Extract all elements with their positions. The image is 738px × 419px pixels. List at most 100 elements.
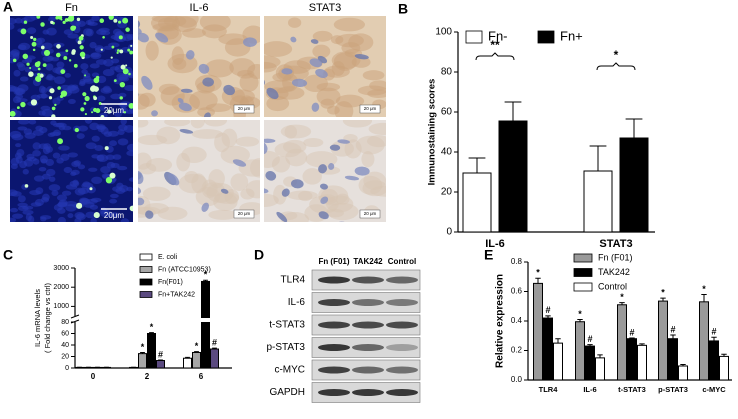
nucleus — [91, 135, 100, 142]
stain — [362, 70, 385, 81]
stain — [199, 16, 231, 32]
panel-letter: B — [398, 1, 408, 17]
x-tick-label: STAT3 — [599, 238, 632, 250]
error-bar — [721, 353, 727, 357]
nucleus — [73, 160, 82, 166]
y-tick-label: 0.0 — [511, 375, 523, 384]
micrograph-content — [10, 120, 133, 222]
fluorescent-spot — [54, 103, 57, 107]
fluorescent-spot — [30, 99, 38, 106]
error-bar — [140, 351, 145, 354]
error-bar — [589, 145, 607, 171]
bar — [585, 345, 595, 381]
nucleus — [45, 63, 54, 71]
nucleus — [17, 195, 26, 203]
nucleus — [85, 28, 94, 37]
fluorescent-spot — [102, 35, 105, 39]
nucleus — [354, 54, 369, 60]
error-bar — [660, 297, 666, 302]
fluorescent-spot — [119, 81, 126, 88]
stain — [351, 56, 371, 68]
bar — [138, 353, 147, 369]
nucleus — [107, 130, 119, 137]
fluorescent-spot — [125, 64, 128, 67]
nucleus — [112, 154, 122, 160]
nucleus — [138, 186, 142, 195]
fluorescent-spot — [119, 96, 123, 100]
fluorescent-spot — [70, 25, 76, 31]
blot-band — [386, 366, 418, 374]
fluorescent-spot — [89, 187, 93, 191]
nucleus — [290, 36, 297, 43]
nucleus — [138, 32, 149, 43]
nucleus — [32, 142, 41, 150]
nucleus — [36, 37, 46, 44]
error-bar — [149, 332, 154, 334]
nucleus — [53, 204, 63, 211]
fluorescent-spot — [127, 48, 131, 52]
nucleus — [41, 108, 53, 117]
nucleus — [41, 173, 51, 180]
nucleus — [138, 170, 144, 185]
nucleus — [76, 133, 85, 140]
nucleus — [202, 77, 214, 87]
nucleus — [17, 120, 30, 125]
bar — [192, 351, 201, 369]
nucleus — [15, 94, 24, 100]
nucleus — [10, 85, 17, 92]
row-label: p-STAT3 — [266, 342, 305, 353]
fluorescent-spot — [79, 45, 84, 50]
stain — [138, 152, 152, 170]
error-bar — [194, 351, 199, 353]
stain — [368, 122, 386, 136]
nucleus — [243, 37, 257, 47]
fluorescent-spot — [76, 17, 81, 22]
significance-label: ** — [490, 38, 500, 52]
nucleus — [26, 27, 37, 34]
stain — [181, 146, 207, 163]
fluorescent-spot — [119, 49, 124, 54]
panel-letter: E — [484, 247, 493, 263]
nucleus — [311, 102, 320, 112]
fluorescent-spot — [93, 77, 100, 84]
stain — [271, 156, 291, 173]
stain — [298, 191, 313, 202]
legend-label: Control — [598, 281, 627, 291]
y-tick-label: 100 — [435, 27, 452, 38]
nucleus — [19, 76, 29, 82]
nucleus — [281, 188, 290, 197]
bar — [678, 365, 688, 381]
nucleus — [47, 132, 56, 138]
nucleus — [77, 164, 86, 170]
nucleus — [354, 166, 370, 176]
fluorescent-spot — [83, 102, 87, 105]
nucleus — [102, 69, 115, 77]
stain — [361, 151, 375, 168]
nucleus — [30, 94, 41, 101]
stain — [330, 140, 354, 157]
nucleus — [60, 84, 71, 90]
fluorescent-spot — [116, 51, 119, 54]
nucleus — [120, 218, 130, 222]
legend-swatch — [537, 30, 555, 44]
fluorescent-spot — [57, 86, 61, 90]
micrograph — [264, 16, 386, 117]
fluorescent-spot — [73, 63, 78, 68]
nucleus — [315, 68, 328, 78]
fluorescent-spot — [104, 146, 109, 151]
stain — [164, 120, 191, 127]
nucleus — [89, 41, 97, 49]
legend-label: Fn (F01) — [598, 252, 633, 262]
fluorescent-spot — [91, 111, 94, 114]
nucleus — [62, 125, 72, 131]
nucleus — [28, 120, 37, 125]
error-bar — [711, 336, 717, 341]
micrograph-content — [138, 120, 260, 222]
nucleus — [94, 144, 104, 152]
blot-band — [386, 276, 418, 284]
nucleus — [97, 95, 106, 102]
stain — [142, 186, 171, 201]
nucleus — [232, 159, 247, 167]
y-axis-label: Relative expression — [495, 274, 506, 368]
y-tick-label: 40 — [441, 147, 453, 158]
